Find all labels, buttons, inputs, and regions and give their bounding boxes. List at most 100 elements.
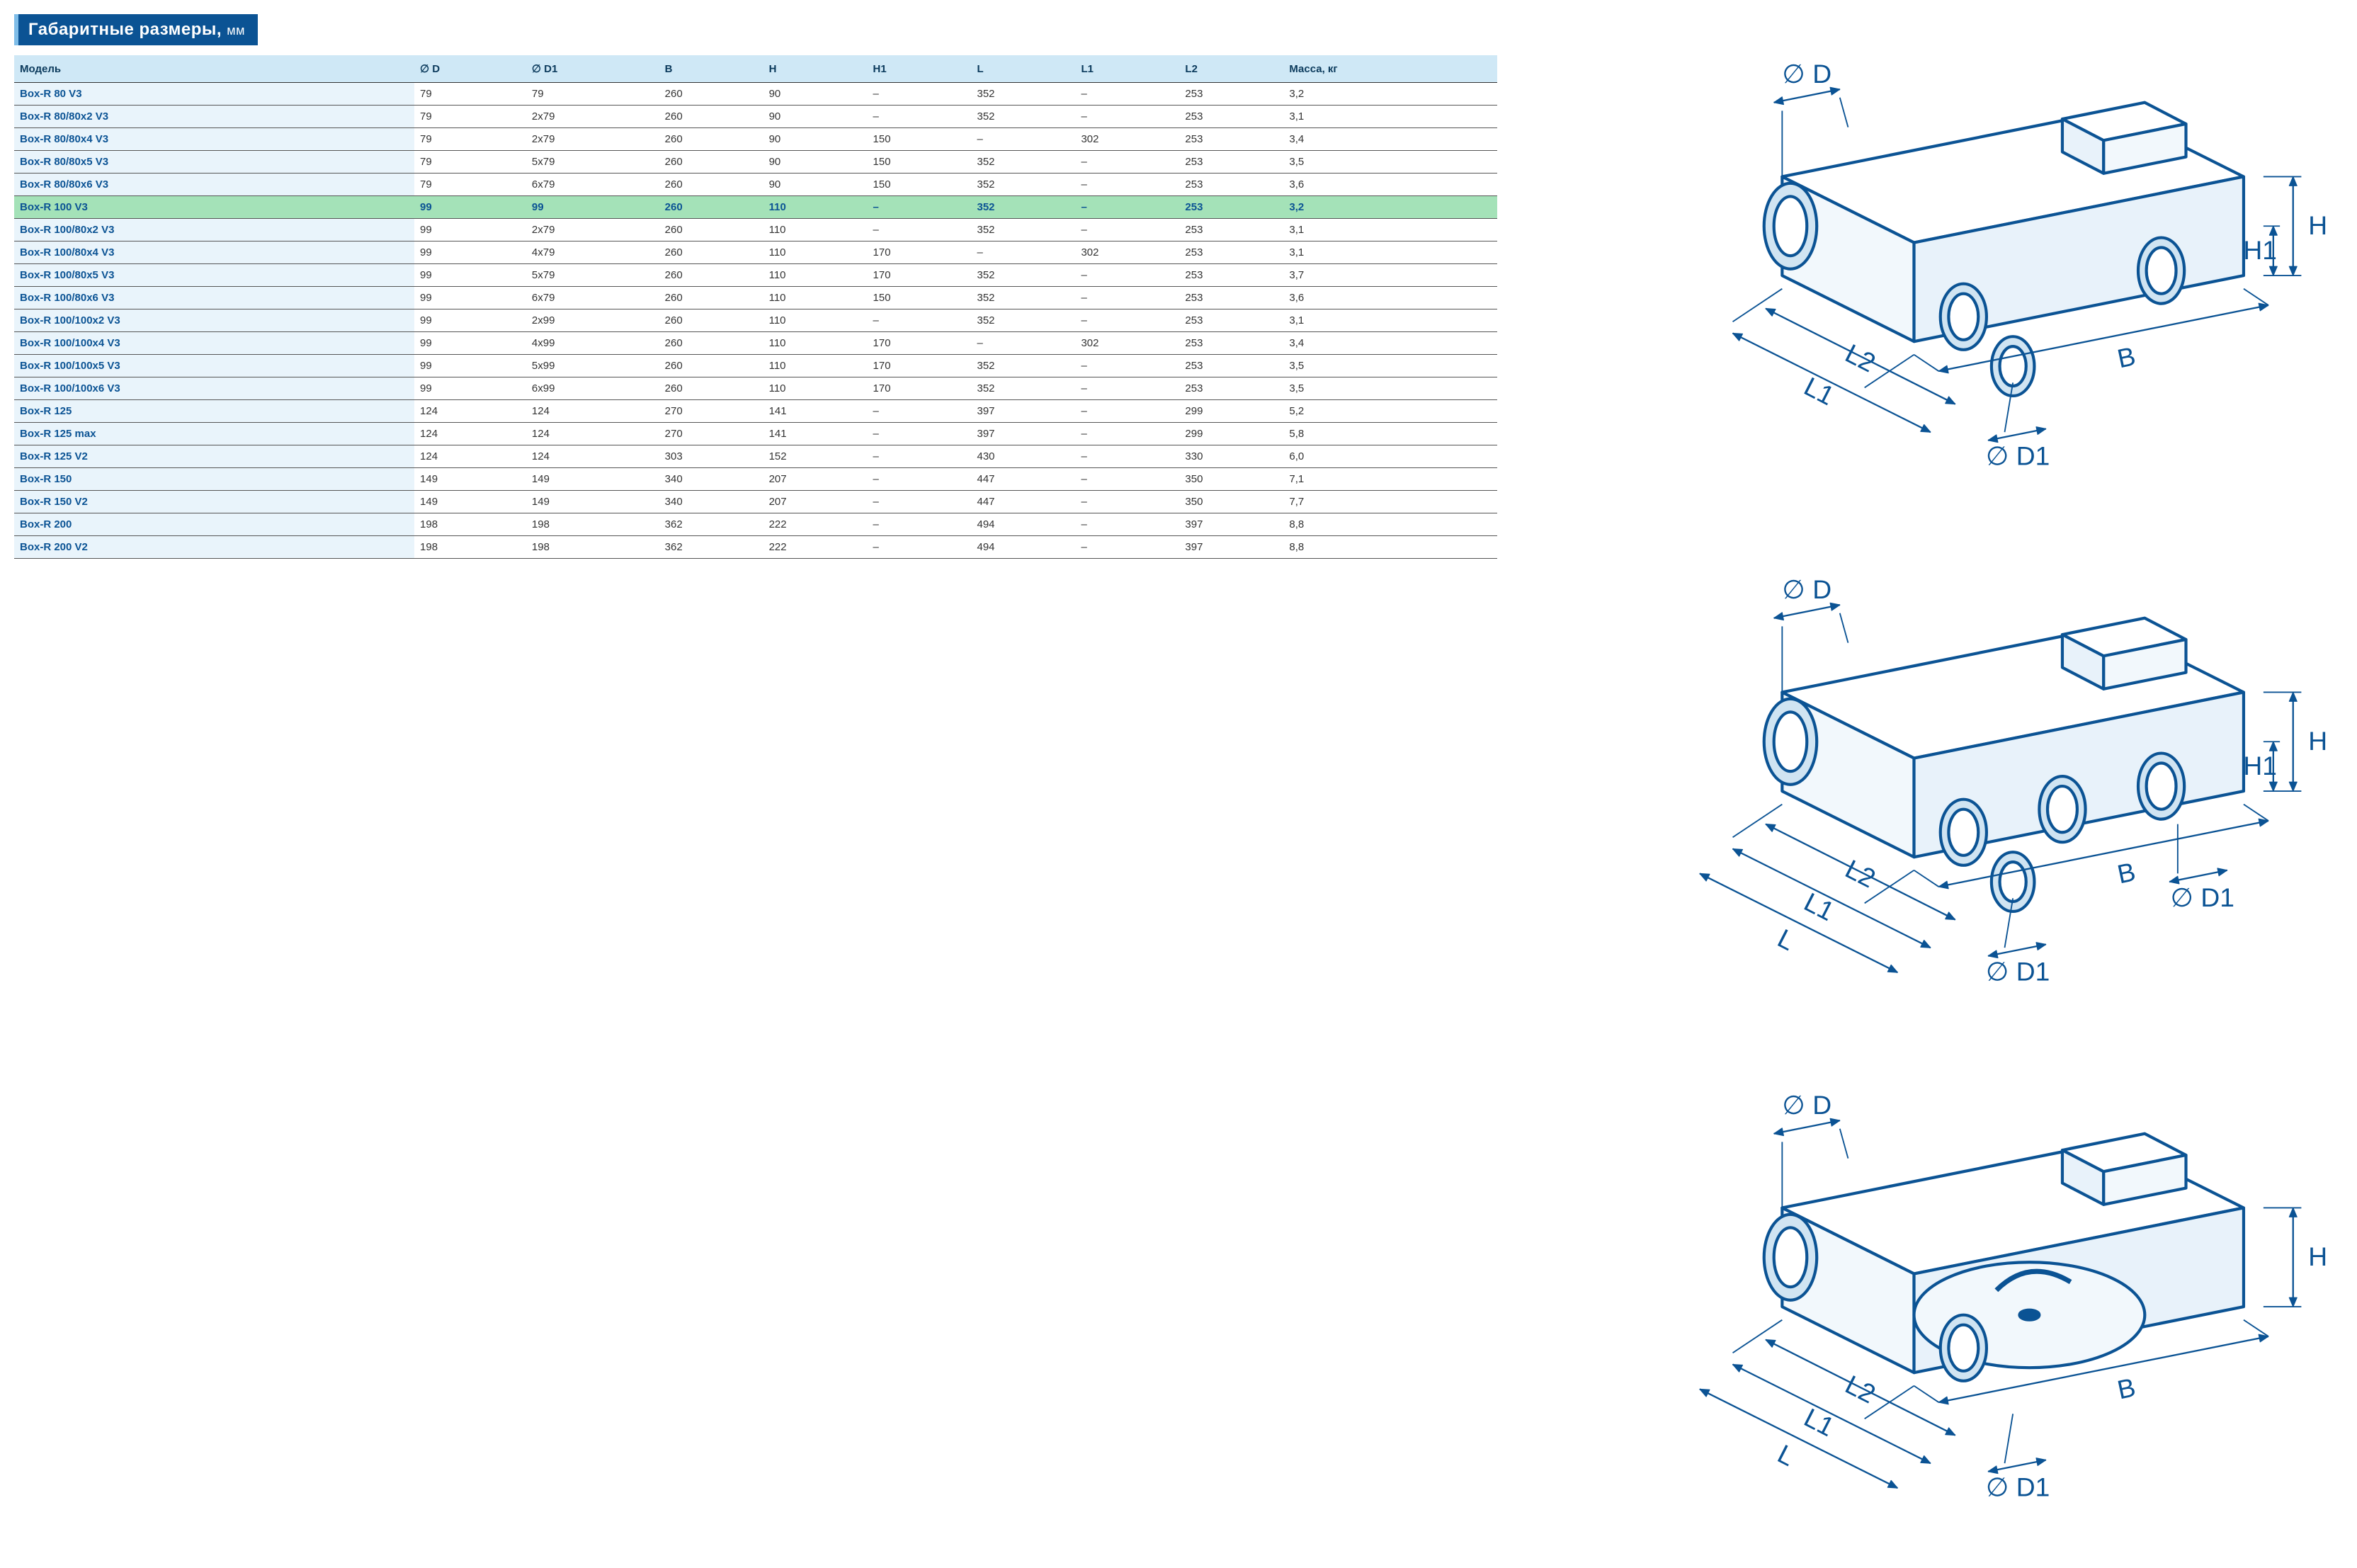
dim-label: H [2309, 210, 2328, 240]
cell-value: 397 [972, 423, 1076, 445]
cell-value: – [868, 309, 972, 332]
cell-value: 352 [972, 196, 1076, 219]
cell-value: 352 [972, 309, 1076, 332]
cell-value: 170 [868, 242, 972, 264]
cell-value: – [972, 128, 1076, 151]
table-row: Box-R 100/80x5 V3995x79260110170352–2533… [14, 264, 1497, 287]
cell-value: 99 [414, 219, 526, 242]
cell-value: 99 [414, 309, 526, 332]
cell-value: 253 [1179, 196, 1283, 219]
cell-value: 5x79 [526, 264, 659, 287]
cell-model: Box-R 200 V2 [14, 536, 414, 559]
cell-value: 253 [1179, 219, 1283, 242]
cell-value: 303 [659, 445, 763, 468]
cell-value: 2x79 [526, 128, 659, 151]
cell-value: – [972, 242, 1076, 264]
cell-value: – [1075, 445, 1179, 468]
cell-value: 99 [414, 332, 526, 355]
dim-label: ∅ D1 [1986, 957, 2050, 987]
cell-value: 352 [972, 355, 1076, 377]
table-row: Box-R 100/80x6 V3996x79260110150352–2533… [14, 287, 1497, 309]
cell-value: 253 [1179, 309, 1283, 332]
cell-value: – [1075, 174, 1179, 196]
cell-model: Box-R 200 [14, 513, 414, 536]
col-0: Модель [14, 55, 414, 83]
cell-value: 3,1 [1283, 242, 1497, 264]
cell-model: Box-R 150 [14, 468, 414, 491]
table-row: Box-R 100/100x6 V3996x99260110170352–253… [14, 377, 1497, 400]
cell-value: 352 [972, 377, 1076, 400]
cell-value: 141 [763, 423, 868, 445]
cell-value: 207 [763, 491, 868, 513]
cell-model: Box-R 100/80x4 V3 [14, 242, 414, 264]
cell-value: – [1075, 83, 1179, 106]
cell-value: 270 [659, 400, 763, 423]
cell-value: 260 [659, 287, 763, 309]
cell-value: 253 [1179, 174, 1283, 196]
cell-value: 79 [414, 106, 526, 128]
cell-value: 3,6 [1283, 174, 1497, 196]
cell-value: 110 [763, 332, 868, 355]
cell-value: 3,4 [1283, 128, 1497, 151]
diagrams-column: ∅ DHH1BL1L2∅ D1∅ DHH1BLL1L2∅ D1∅ D1∅ DHB… [1518, 14, 2343, 1554]
table-row: Box-R 80 V3797926090–352–2533,2 [14, 83, 1497, 106]
cell-value: – [1075, 468, 1179, 491]
cell-model: Box-R 80/80x4 V3 [14, 128, 414, 151]
cell-value: 253 [1179, 151, 1283, 174]
cell-value: 447 [972, 468, 1076, 491]
cell-value: 6x99 [526, 377, 659, 400]
cell-value: 124 [414, 400, 526, 423]
cell-value: – [1075, 355, 1179, 377]
cell-value: 4x99 [526, 332, 659, 355]
cell-value: 260 [659, 264, 763, 287]
cell-value: – [972, 332, 1076, 355]
dim-label: L [1773, 923, 1800, 956]
dim-label: ∅ D1 [2171, 882, 2234, 912]
cell-value: 3,1 [1283, 309, 1497, 332]
table-row: Box-R 100/80x4 V3994x79260110170–3022533… [14, 242, 1497, 264]
cell-value: – [868, 400, 972, 423]
cell-value: 170 [868, 264, 972, 287]
table-row: Box-R 100/100x2 V3992x99260110–352–2533,… [14, 309, 1497, 332]
cell-value: 350 [1179, 491, 1283, 513]
cell-value: 149 [526, 468, 659, 491]
col-9: Масса, кг [1283, 55, 1497, 83]
cell-value: 260 [659, 355, 763, 377]
cell-value: 99 [414, 264, 526, 287]
cell-model: Box-R 100/100x6 V3 [14, 377, 414, 400]
cell-value: 3,1 [1283, 106, 1497, 128]
cell-value: 124 [414, 445, 526, 468]
table-row: Box-R 100/80x2 V3992x79260110–352–2533,1 [14, 219, 1497, 242]
cell-value: 340 [659, 468, 763, 491]
table-row: Box-R 150 V2149149340207–447–3507,7 [14, 491, 1497, 513]
cell-value: – [1075, 400, 1179, 423]
cell-value: 99 [414, 287, 526, 309]
cell-model: Box-R 100/100x5 V3 [14, 355, 414, 377]
cell-value: 124 [526, 423, 659, 445]
cell-value: 170 [868, 355, 972, 377]
cell-value: 260 [659, 151, 763, 174]
dim-label: L2 [1841, 1370, 1880, 1409]
cell-value: 110 [763, 196, 868, 219]
cell-value: 90 [763, 128, 868, 151]
cell-value: 260 [659, 128, 763, 151]
cell-value: 5,8 [1283, 423, 1497, 445]
cell-value: 99 [414, 355, 526, 377]
cell-model: Box-R 100 V3 [14, 196, 414, 219]
cell-value: 207 [763, 468, 868, 491]
cell-value: 99 [526, 196, 659, 219]
cell-value: 90 [763, 106, 868, 128]
cell-value: 152 [763, 445, 868, 468]
table-row: Box-R 200198198362222–494–3978,8 [14, 513, 1497, 536]
cell-value: 79 [414, 83, 526, 106]
cell-value: 397 [972, 400, 1076, 423]
cell-value: 253 [1179, 332, 1283, 355]
cell-value: 79 [526, 83, 659, 106]
table-row: Box-R 80/80x2 V3792x7926090–352–2533,1 [14, 106, 1497, 128]
cell-value: 260 [659, 174, 763, 196]
cell-value: 99 [414, 242, 526, 264]
cell-value: 260 [659, 106, 763, 128]
cell-value: 397 [1179, 536, 1283, 559]
cell-value: 90 [763, 174, 868, 196]
cell-value: 110 [763, 219, 868, 242]
